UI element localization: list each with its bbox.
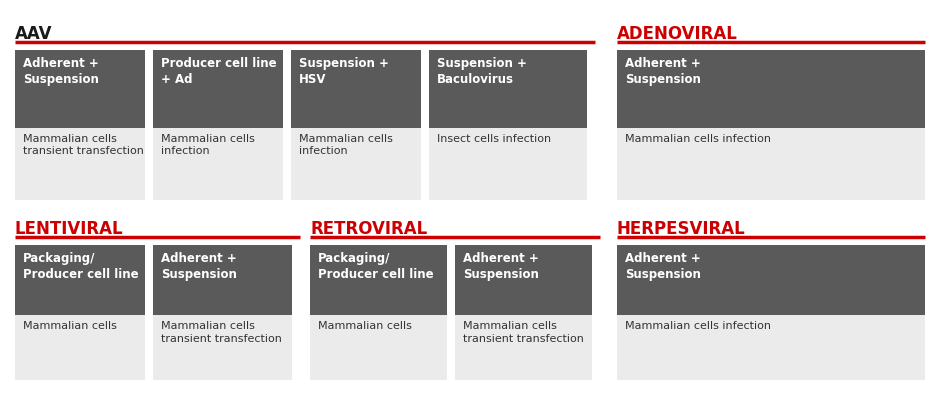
FancyBboxPatch shape [153,245,292,315]
FancyBboxPatch shape [15,50,145,128]
FancyBboxPatch shape [310,315,447,380]
Text: LENTIVIRAL: LENTIVIRAL [15,220,124,238]
Text: Mammalian cells
transient transfection: Mammalian cells transient transfection [463,321,584,344]
FancyBboxPatch shape [310,245,447,315]
Text: Mammalian cells: Mammalian cells [318,321,412,331]
FancyBboxPatch shape [291,50,421,128]
FancyBboxPatch shape [291,128,421,200]
FancyBboxPatch shape [617,245,925,315]
Text: Mammalian cells: Mammalian cells [23,321,117,331]
FancyBboxPatch shape [455,315,592,380]
Text: Adherent +
Suspension: Adherent + Suspension [463,252,539,281]
Text: Suspension +
HSV: Suspension + HSV [299,57,389,86]
Text: Mammalian cells infection: Mammalian cells infection [625,321,771,331]
Text: Mammalian cells infection: Mammalian cells infection [625,134,771,144]
Text: Producer cell line
+ Ad: Producer cell line + Ad [161,57,276,86]
Text: Mammalian cells
infection: Mammalian cells infection [299,134,393,156]
Text: RETROVIRAL: RETROVIRAL [310,220,428,238]
FancyBboxPatch shape [15,315,145,380]
FancyBboxPatch shape [617,315,925,380]
Text: Suspension +
Baculovirus: Suspension + Baculovirus [437,57,527,86]
Text: Insect cells infection: Insect cells infection [437,134,551,144]
Text: AAV: AAV [15,25,53,43]
FancyBboxPatch shape [153,128,283,200]
Text: ADENOVIRAL: ADENOVIRAL [617,25,738,43]
FancyBboxPatch shape [15,128,145,200]
Text: Adherent +
Suspension: Adherent + Suspension [161,252,237,281]
Text: Adherent +
Suspension: Adherent + Suspension [625,57,701,86]
FancyBboxPatch shape [153,50,283,128]
Text: HERPESVIRAL: HERPESVIRAL [617,220,745,238]
FancyBboxPatch shape [617,50,925,128]
FancyBboxPatch shape [617,128,925,200]
Text: Packaging/
Producer cell line: Packaging/ Producer cell line [23,252,138,281]
FancyBboxPatch shape [15,245,145,315]
FancyBboxPatch shape [429,50,587,128]
FancyBboxPatch shape [429,128,587,200]
Text: Mammalian cells
infection: Mammalian cells infection [161,134,255,156]
FancyBboxPatch shape [455,245,592,315]
Text: Adherent +
Suspension: Adherent + Suspension [625,252,701,281]
Text: Packaging/
Producer cell line: Packaging/ Producer cell line [318,252,433,281]
Text: Mammalian cells
transient transfection: Mammalian cells transient transfection [23,134,144,156]
FancyBboxPatch shape [153,315,292,380]
Text: Mammalian cells
transient transfection: Mammalian cells transient transfection [161,321,282,344]
Text: Adherent +
Suspension: Adherent + Suspension [23,57,99,86]
